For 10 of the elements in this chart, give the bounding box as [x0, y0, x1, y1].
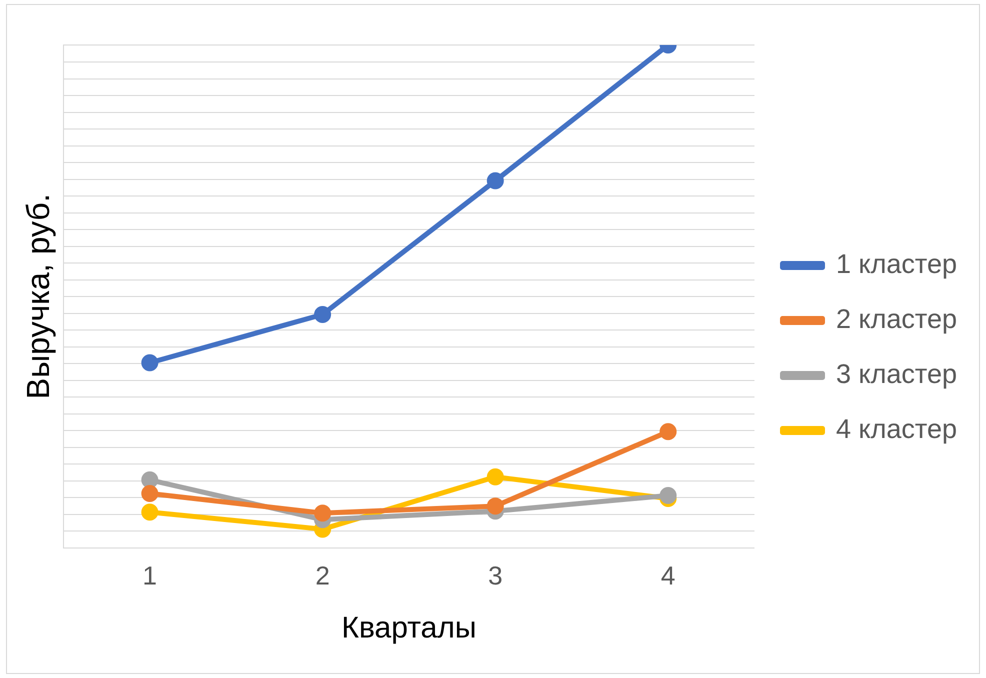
x-tick-label: 4: [660, 560, 676, 591]
x-tick-label: 1: [142, 560, 158, 591]
legend-label: 4 кластер: [836, 414, 957, 444]
y-axis-title: Выручка, руб.: [20, 194, 56, 400]
legend-label: 2 кластер: [836, 304, 957, 334]
legend-label: 3 кластер: [836, 358, 957, 389]
legend-label: 1 кластер: [836, 248, 957, 279]
x-tick-label: 2: [315, 560, 330, 591]
x-axis-title: Кварталы: [341, 611, 476, 644]
x-tick-label: 3: [488, 560, 503, 591]
